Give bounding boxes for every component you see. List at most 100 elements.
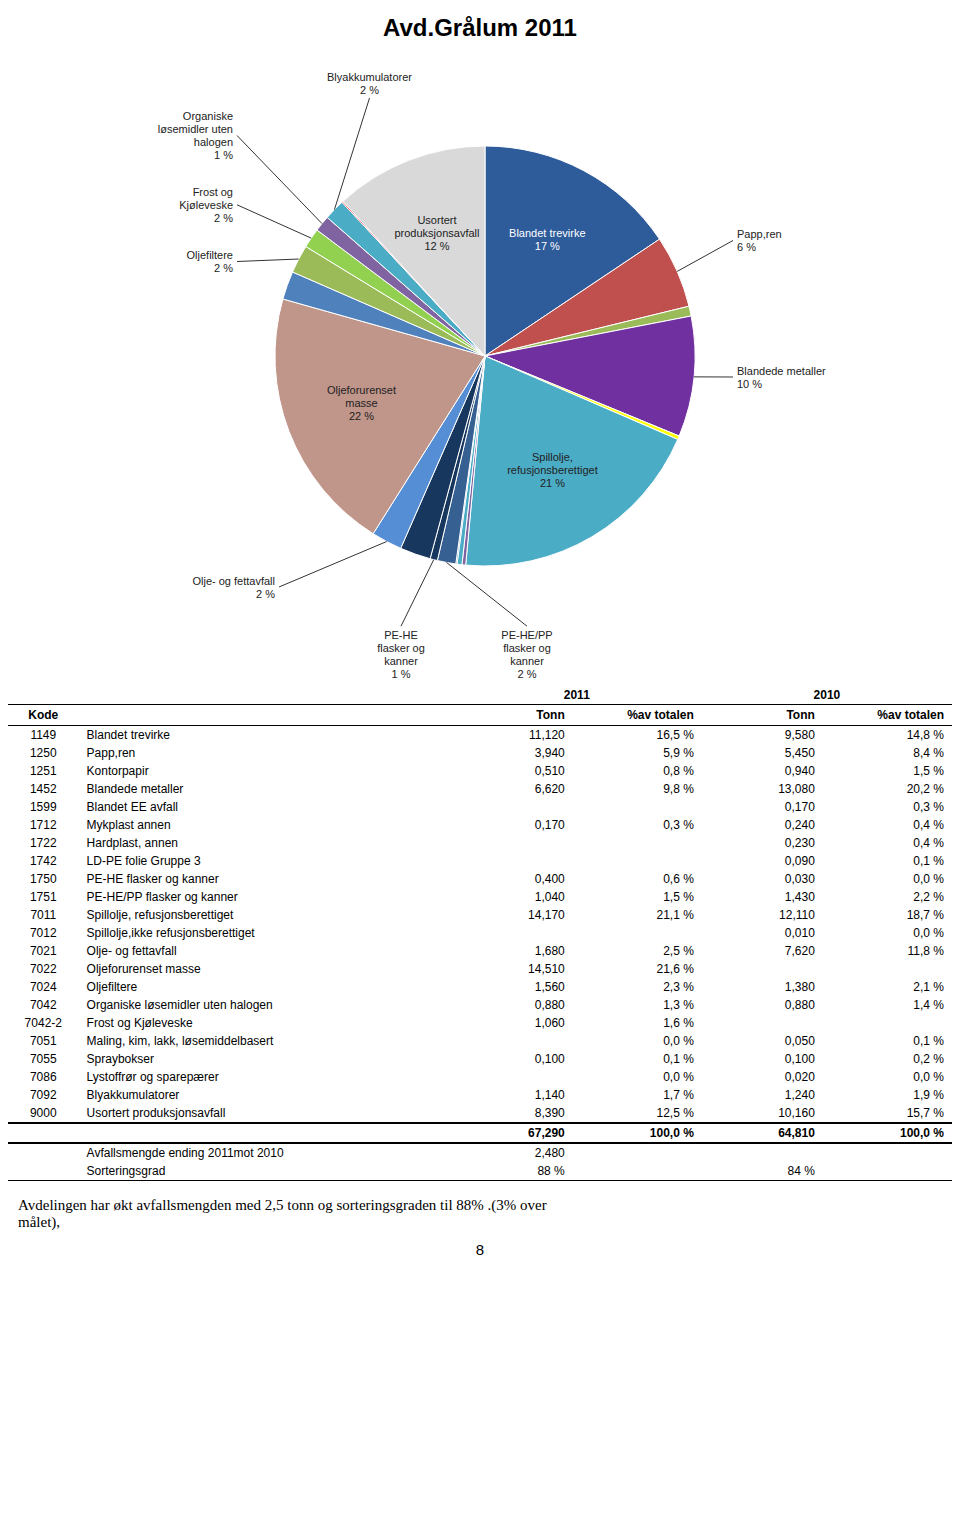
html-text:2,5 %: 2,5 %: [663, 944, 694, 958]
html-text:0,0 %: 0,0 %: [913, 872, 944, 886]
html-text:20,2 %: 20,2 %: [906, 782, 944, 796]
html-text:7022: 7022: [29, 962, 57, 976]
html-text:Blandet EE avfall: Blandet EE avfall: [86, 800, 178, 814]
svg-text:Organiskeløsemidler utenhaloge: Organiskeløsemidler utenhalogen1 %: [158, 110, 233, 161]
html-text:1,680: 1,680: [534, 944, 565, 958]
html-text:1149: 1149: [30, 728, 57, 742]
svg-text:Oljefiltere2 %: Oljefiltere2 %: [187, 249, 234, 274]
svg-text:Frost ogKjøleveske2 %: Frost ogKjøleveske2 %: [179, 186, 233, 224]
html-text:Blandede metaller: Blandede metaller: [86, 782, 184, 796]
html-text:9,8 %: 9,8 %: [663, 782, 694, 796]
html-text:7011: 7011: [30, 908, 57, 922]
html-text:%av totalen: %av totalen: [627, 708, 694, 722]
svg-text:PE-HEflasker ogkanner1 %: PE-HEflasker ogkanner1 %: [377, 629, 425, 680]
html-text:Spillolje,ikke refusjonsberett: Spillolje,ikke refusjonsberettiget: [86, 926, 255, 940]
html-text:0,030: 0,030: [784, 872, 815, 886]
html-text:Spillolje, refusjonsberettiget: Spillolje, refusjonsberettiget: [86, 908, 234, 922]
html-text:2011: 2011: [563, 688, 590, 702]
html-text:Mykplast annen: Mykplast annen: [86, 818, 171, 832]
html-text:Avd.Grålum 2011: Avd.Grålum 2011: [383, 14, 577, 41]
html-text:Blandet trevirke: Blandet trevirke: [86, 728, 170, 742]
html-text:0,4 %: 0,4 %: [913, 836, 944, 850]
html-text:Tonn: Tonn: [536, 708, 565, 722]
html-text:9,580: 9,580: [784, 728, 815, 742]
html-text:Olje- og fettavfall: Olje- og fettavfall: [86, 944, 177, 958]
html-text:14,170: 14,170: [528, 908, 565, 922]
html-text:0,170: 0,170: [784, 800, 815, 814]
html-text:16,5 %: 16,5 %: [656, 728, 694, 742]
html-text:8,4 %: 8,4 %: [913, 746, 944, 760]
html-text:12,110: 12,110: [779, 908, 815, 922]
html-text:PE-HE/PP flasker og kanner: PE-HE/PP flasker og kanner: [86, 890, 238, 904]
svg-text:Usortertproduksjonsavfall12 %: Usortertproduksjonsavfall12 %: [394, 214, 479, 252]
svg-text:PE-HE/PPflasker ogkanner2 %: PE-HE/PPflasker ogkanner2 %: [501, 629, 552, 680]
html-text:1599: 1599: [29, 800, 57, 814]
html-text:0,0 %: 0,0 %: [913, 926, 944, 940]
html-text:2,2 %: 2,2 %: [913, 890, 944, 904]
html-text:1,5 %: 1,5 %: [913, 764, 944, 778]
html-text:14,510: 14,510: [528, 962, 565, 976]
html-text:5,450: 5,450: [784, 746, 815, 760]
svg-text:Blandet trevirke17 %: Blandet trevirke17 %: [509, 227, 585, 252]
html-text:0,090: 0,090: [784, 854, 815, 868]
html-text:11,8 %: 11,8 %: [907, 944, 944, 958]
html-text:1,430: 1,430: [784, 890, 815, 904]
html-text:6,620: 6,620: [534, 782, 565, 796]
html-text:0,010: 0,010: [784, 926, 815, 940]
html-text:Avdelingen har økt avfallsmeng: Avdelingen har økt avfallsmengden med 2,…: [18, 1197, 547, 1230]
html-text:Oljefiltere: Oljefiltere: [86, 980, 138, 994]
html-text:0,3 %: 0,3 %: [663, 818, 694, 832]
html-text:2,3 %: 2,3 %: [663, 980, 694, 994]
html-text:1712: 1712: [29, 818, 57, 832]
html-text:0,6 %: 0,6 %: [663, 872, 694, 886]
html-text:LD-PE folie Gruppe 3: LD-PE folie Gruppe 3: [86, 854, 201, 868]
html-text:0,4 %: 0,4 %: [913, 818, 944, 832]
html-text:21,1 %: 21,1 %: [656, 908, 694, 922]
html-text:1250: 1250: [29, 746, 57, 760]
html-text:1251: 1251: [29, 764, 57, 778]
html-text:0,170: 0,170: [534, 818, 565, 832]
html-text:PE-HE flasker og kanner: PE-HE flasker og kanner: [86, 872, 219, 886]
html-text:13,080: 13,080: [778, 782, 815, 796]
html-text:1750: 1750: [29, 872, 57, 886]
svg-text:Blyakkumulatorer2 %: Blyakkumulatorer2 %: [327, 71, 412, 96]
html-text:3,940: 3,940: [534, 746, 565, 760]
html-text:21,6 %: 21,6 %: [656, 962, 694, 976]
html-text:1,040: 1,040: [534, 890, 565, 904]
html-text:1722: 1722: [29, 836, 57, 850]
html-text:1751: 1751: [29, 890, 57, 904]
html-text:1,560: 1,560: [534, 980, 565, 994]
html-text:0,8 %: 0,8 %: [663, 764, 694, 778]
html-text:Oljeforurenset masse: Oljeforurenset masse: [86, 962, 201, 976]
html-text:Kontorpapir: Kontorpapir: [86, 764, 149, 778]
html-text:2010: 2010: [813, 688, 841, 702]
html-text:0,1 %: 0,1 %: [913, 854, 944, 868]
html-text:1,5 %: 1,5 %: [663, 890, 694, 904]
html-text:Tonn: Tonn: [786, 708, 815, 722]
html-text:18,7 %: 18,7 %: [906, 908, 944, 922]
html-text:%av totalen: %av totalen: [877, 708, 944, 722]
html-text:Hardplast, annen: Hardplast, annen: [86, 836, 178, 850]
html-text:0,3 %: 0,3 %: [913, 800, 944, 814]
svg-text:Blandede metaller10 %: Blandede metaller10 %: [737, 365, 826, 390]
html-text:0,240: 0,240: [784, 818, 815, 832]
html-text:7012: 7012: [29, 926, 57, 940]
html-text:7,620: 7,620: [784, 944, 815, 958]
html-text:14,8 %: 14,8 %: [906, 728, 944, 742]
html-text:0,510: 0,510: [534, 764, 565, 778]
svg-text:Olje- og fettavfall2 %: Olje- og fettavfall2 %: [192, 575, 275, 600]
html-text:7024: 7024: [29, 980, 57, 994]
svg-text:Oljeforurensetmasse22 %: Oljeforurensetmasse22 %: [327, 384, 396, 422]
html-text:5,9 %: 5,9 %: [663, 746, 694, 760]
html-text:Kode: Kode: [28, 708, 59, 722]
html-text:1452: 1452: [29, 782, 57, 796]
html-text:7021: 7021: [29, 944, 57, 958]
html-text:Papp,ren: Papp,ren: [86, 746, 136, 760]
html-text:1742: 1742: [29, 854, 57, 868]
html-text:11,120: 11,120: [528, 728, 565, 742]
html-text:0,940: 0,940: [784, 764, 815, 778]
html-text:0,400: 0,400: [534, 872, 565, 886]
svg-text:Spillolje,refusjonsberettiget2: Spillolje,refusjonsberettiget21 %: [507, 451, 598, 489]
html-text:0,230: 0,230: [784, 836, 815, 850]
svg-text:Papp,ren6 %: Papp,ren6 %: [737, 228, 782, 253]
